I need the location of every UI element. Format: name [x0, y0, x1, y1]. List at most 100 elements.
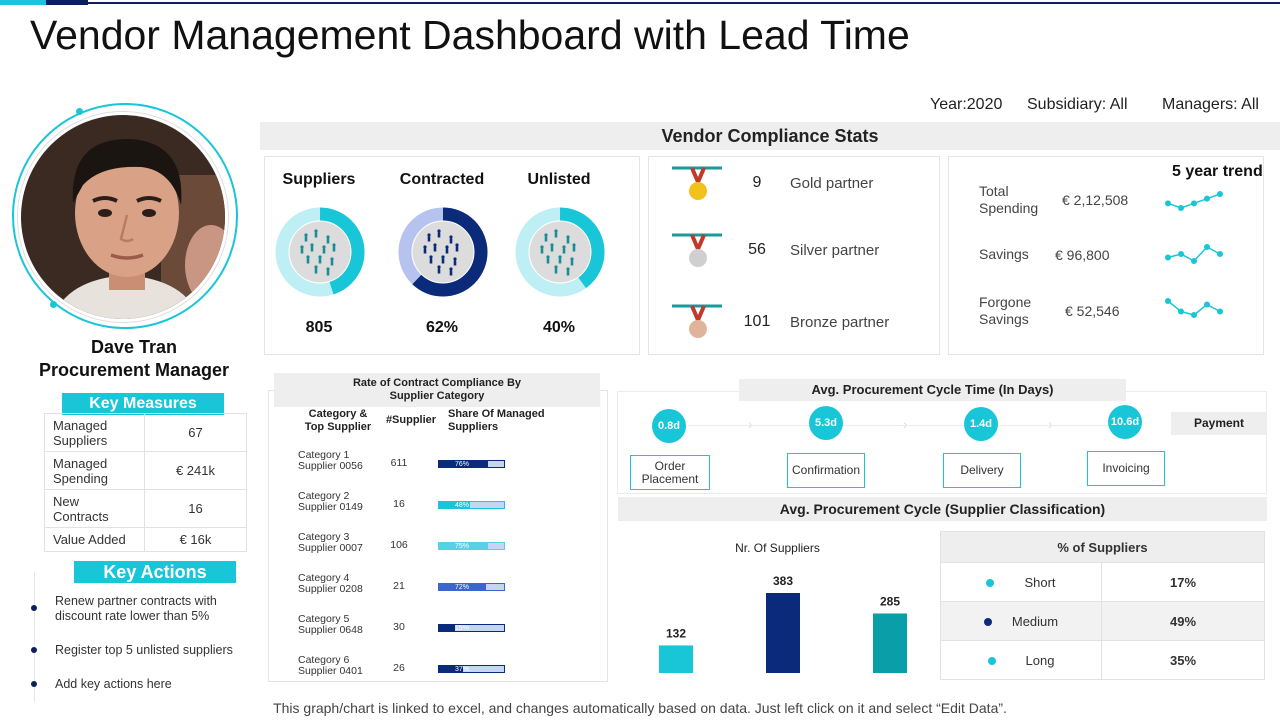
- person-icon-body: [318, 258, 322, 264]
- col-category-header: Category & Top Supplier: [298, 408, 378, 434]
- class-label: Long: [1025, 652, 1055, 668]
- cc-category-name: Category 4: [298, 572, 350, 584]
- measure-value: 16: [144, 489, 247, 528]
- person-icon: [540, 245, 544, 249]
- bar-medium: [766, 593, 800, 673]
- person-icon: [326, 267, 330, 271]
- sparkline-point: [1178, 205, 1184, 211]
- cc-supplier-name: Supplier 0007: [298, 542, 363, 554]
- donut-contracted: [398, 207, 488, 297]
- bullet-icon: [31, 647, 37, 653]
- person-icon: [304, 233, 308, 237]
- person-icon: [314, 229, 318, 233]
- person-icon-body: [314, 232, 318, 238]
- filter-subsidiary[interactable]: Subsidiary: All: [1027, 96, 1128, 113]
- person-icon-body: [433, 246, 437, 252]
- key-action-item: Add key actions here: [55, 677, 172, 691]
- sparkline-point: [1217, 308, 1223, 315]
- cc-supplier-name: Supplier 0149: [298, 501, 363, 513]
- trend-label-forgone-savings: Forgone Savings: [979, 294, 1031, 328]
- trend-value-savings: € 96,800: [1055, 247, 1110, 263]
- person-icon-body: [572, 246, 576, 252]
- header-accent-navy: [46, 0, 88, 5]
- person-icon: [318, 255, 322, 259]
- table-header-row: % of Suppliers: [940, 531, 1265, 563]
- cycle-time-card: [617, 391, 1267, 494]
- step-delivery: Delivery: [943, 453, 1021, 488]
- donut-suppliers: [275, 207, 365, 297]
- person-icon: [330, 257, 334, 261]
- profile-name: Dave Tran: [90, 337, 178, 357]
- cc-category: Category 1 Supplier 0056: [298, 450, 363, 472]
- trend-value-total-spending: € 2,12,508: [1062, 192, 1129, 208]
- person-icon-body: [306, 258, 310, 264]
- gold-count: 9: [752, 174, 762, 191]
- compliance-heading: Vendor Compliance Stats: [260, 122, 1280, 150]
- cc-category: Category 5 Supplier 0648: [298, 614, 363, 636]
- person-icon: [554, 229, 558, 233]
- bullet-icon: [31, 605, 37, 611]
- bar-long: [873, 613, 907, 673]
- cycle-time-heading: Avg. Procurement Cycle Time (In Days): [739, 379, 1126, 401]
- heading-line: Rate of Contract Compliance By: [352, 377, 522, 389]
- class-label: Medium: [1011, 613, 1059, 629]
- person-icon: [558, 255, 562, 259]
- footer-note: This graph/chart is linked to excel, and…: [273, 700, 1007, 716]
- donut-charts: [275, 207, 605, 297]
- person-icon: [314, 265, 318, 269]
- short-dot-icon: [986, 578, 995, 587]
- person-icon-body: [326, 238, 330, 244]
- key-measures-heading: Key Measures: [62, 393, 224, 415]
- medal-icons: [672, 166, 722, 338]
- cc-supplier-name: Supplier 0401: [298, 665, 363, 677]
- person-icon: [300, 245, 304, 249]
- bar-chart-title: Nr. Of Suppliers: [735, 541, 820, 555]
- trend-label-line: Forgone: [979, 294, 1032, 310]
- silver-medal-icon: [672, 233, 722, 267]
- cycle-connector: [688, 425, 1118, 426]
- silver-label: Silver partner: [790, 242, 880, 259]
- person-icon-body: [441, 258, 445, 264]
- cc-supplier-count: 21: [393, 580, 405, 592]
- person-icon: [566, 267, 570, 271]
- cc-share-bar-fill: 15%: [439, 625, 469, 632]
- trend-card: [948, 156, 1264, 355]
- measure-label: Value Added: [44, 527, 145, 552]
- cc-supplier-count: 106: [390, 539, 408, 551]
- cc-category-name: Category 5: [298, 613, 350, 625]
- sparkline: [1165, 244, 1223, 264]
- person-icon-body: [427, 236, 431, 242]
- person-icon-body: [566, 270, 570, 276]
- filter-year[interactable]: Year:2020: [930, 96, 1003, 113]
- medium-dot-icon: [983, 617, 992, 626]
- donut-arc: [398, 207, 488, 297]
- sparkline-point: [1204, 195, 1210, 202]
- key-actions-heading: Key Actions: [74, 561, 236, 583]
- table-row: Managed Suppliers 67: [44, 413, 247, 452]
- person-icon-body: [558, 258, 562, 264]
- person-icon-body: [570, 260, 574, 266]
- chevron-right-icon: ›: [903, 416, 908, 432]
- person-icon: [322, 245, 326, 249]
- profile-role: Procurement Manager: [38, 360, 230, 380]
- filter-managers[interactable]: Managers: All: [1162, 96, 1259, 113]
- person-icon-body: [562, 248, 566, 254]
- cc-supplier-name: Supplier 0056: [298, 460, 363, 472]
- heading-line: Supplier Category: [389, 390, 485, 402]
- donut-label-contracted: Contracted: [399, 171, 485, 188]
- percent-suppliers-table: % of Suppliers Short 17% Medium 49% Long…: [940, 531, 1265, 680]
- person-icon: [433, 243, 437, 247]
- ring-dot-bottom: [50, 301, 57, 308]
- sparkline-point: [1165, 298, 1171, 304]
- cc-category-name: Category 1: [298, 449, 350, 461]
- step-days-confirmation: 5.3d: [809, 406, 843, 440]
- sparkline: [1165, 191, 1223, 211]
- person-photo-illustration: [21, 115, 225, 319]
- person-icon-body: [449, 238, 453, 244]
- cc-supplier-count: 26: [393, 662, 405, 674]
- bar-value-label: 285: [880, 594, 900, 608]
- bronze-count: 101: [743, 313, 771, 330]
- col-share-header: Share Of Managed Suppliers: [448, 408, 552, 434]
- person-icon: [570, 257, 574, 261]
- person-icon-body: [550, 246, 554, 252]
